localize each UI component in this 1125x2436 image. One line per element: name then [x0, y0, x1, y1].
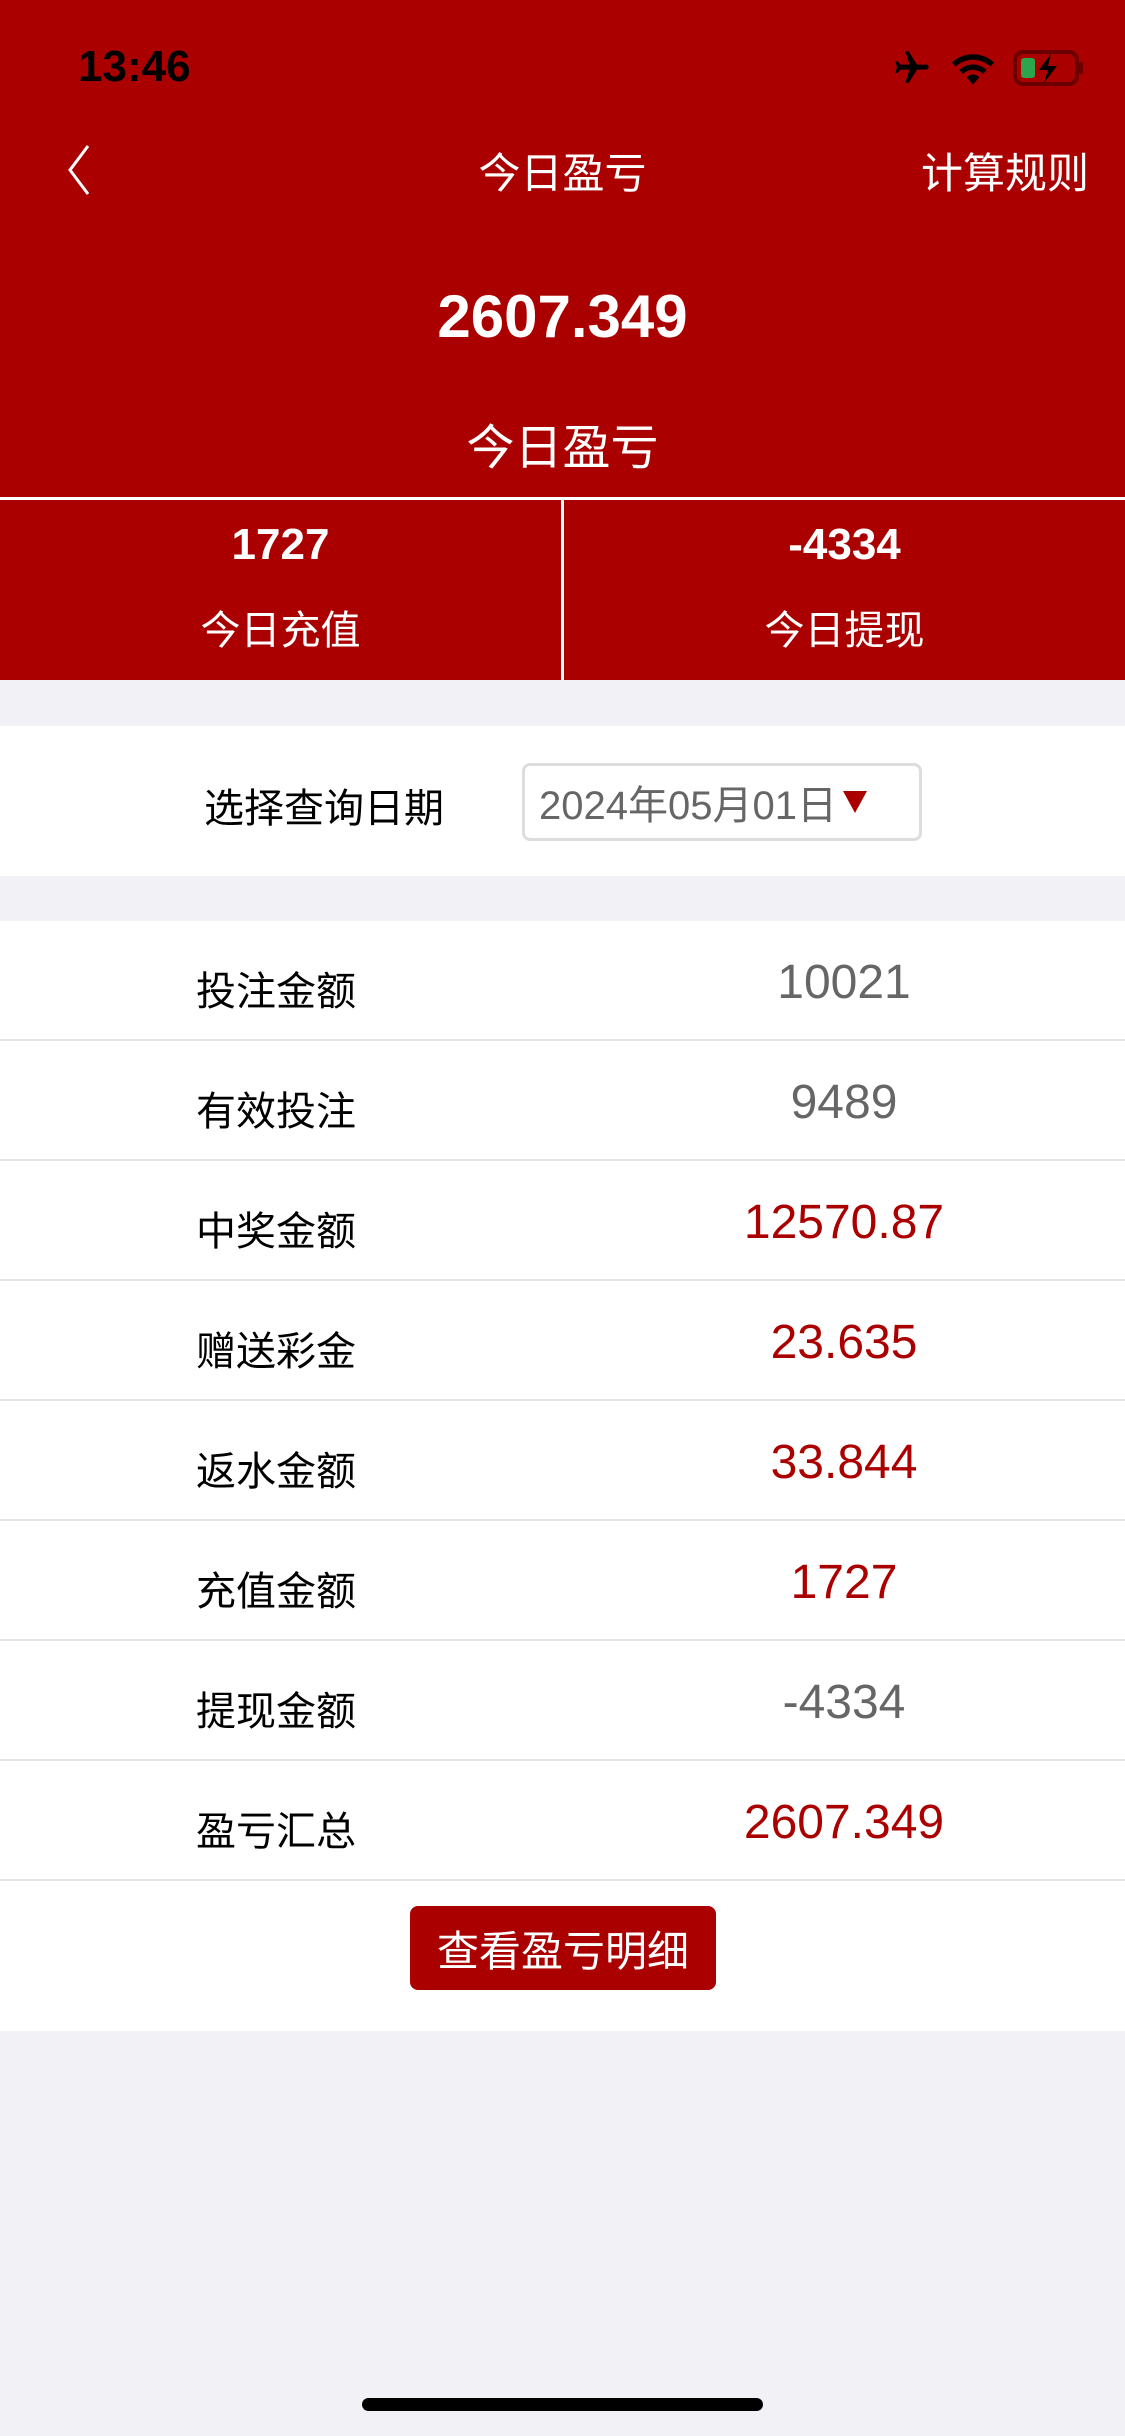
row-label: 赠送彩金 [196, 1329, 356, 1375]
row-value: 2607.349 [743, 1796, 945, 1849]
row-value: 10021 [777, 956, 911, 1009]
table-row: 中奖金额 12570.87 [0, 1161, 1125, 1281]
row-label: 充值金额 [196, 1569, 356, 1615]
summary-list: 投注金额 10021 有效投注 9489 中奖金额 12570.87 赠送彩金 23.635 返… [0, 921, 1125, 2031]
table-row: 提现金额 -4334 [0, 1641, 1125, 1761]
stat-withdraw: -4334 今日提现 [564, 500, 1125, 680]
row-label: 返水金额 [196, 1449, 356, 1495]
table-row: 投注金额 10021 [0, 921, 1125, 1041]
divider [561, 500, 564, 680]
button-row: 查看盈亏明细 [0, 1881, 1125, 2031]
stat-label: 今日充值 [200, 608, 361, 654]
table-row: 赠送彩金 23.635 [0, 1281, 1125, 1401]
row-value: 12570.87 [743, 1196, 945, 1249]
status-time: 13:46 [78, 42, 191, 91]
date-filter-label: 选择查询日期 [204, 786, 444, 832]
stat-label: 今日提现 [764, 608, 925, 654]
table-row: 有效投注 9489 [0, 1041, 1125, 1161]
table-row: 返水金额 33.844 [0, 1401, 1125, 1521]
row-label: 盈亏汇总 [196, 1809, 356, 1855]
stat-recharge: 1727 今日充值 [0, 500, 561, 680]
row-value: 23.635 [770, 1316, 918, 1369]
divider [0, 497, 1125, 500]
row-label: 提现金额 [196, 1689, 356, 1735]
battery-charging-icon [1013, 50, 1083, 86]
date-picker[interactable]: 2024年05月01日 [522, 763, 922, 841]
row-label: 中奖金额 [196, 1209, 356, 1255]
stat-value: -4334 [788, 520, 901, 569]
page-title: 今日盈亏 [478, 149, 647, 198]
date-value: 2024年05月01日 [539, 784, 837, 828]
airplane-icon [895, 51, 929, 83]
view-details-button[interactable]: 查看盈亏明细 [410, 1906, 716, 1990]
row-value: 33.844 [770, 1436, 918, 1489]
home-indicator [362, 2398, 763, 2411]
table-row: 盈亏汇总 2607.349 [0, 1761, 1125, 1881]
wifi-icon [951, 54, 995, 85]
row-value: -4334 [782, 1676, 906, 1729]
today-profit-label: 今日盈亏 [466, 420, 659, 476]
row-label: 有效投注 [196, 1089, 356, 1135]
today-profit-value: 2607.349 [437, 283, 688, 350]
stat-value: 1727 [231, 520, 330, 569]
date-filter-row: 选择查询日期 2024年05月01日 [0, 726, 1125, 876]
status-icons [891, 48, 1085, 88]
row-label: 投注金额 [196, 969, 356, 1015]
row-value: 9489 [790, 1076, 898, 1129]
dropdown-triangle-icon [842, 791, 867, 813]
calculation-rules-link[interactable]: 计算规则 [920, 149, 1089, 198]
back-chevron-icon[interactable] [58, 140, 98, 200]
row-value: 1727 [790, 1556, 898, 1609]
header: 13:46 今日盈亏 计算规则 2607.349 今日盈亏 1727 今日充值 … [0, 0, 1125, 680]
table-row: 充值金额 1727 [0, 1521, 1125, 1641]
